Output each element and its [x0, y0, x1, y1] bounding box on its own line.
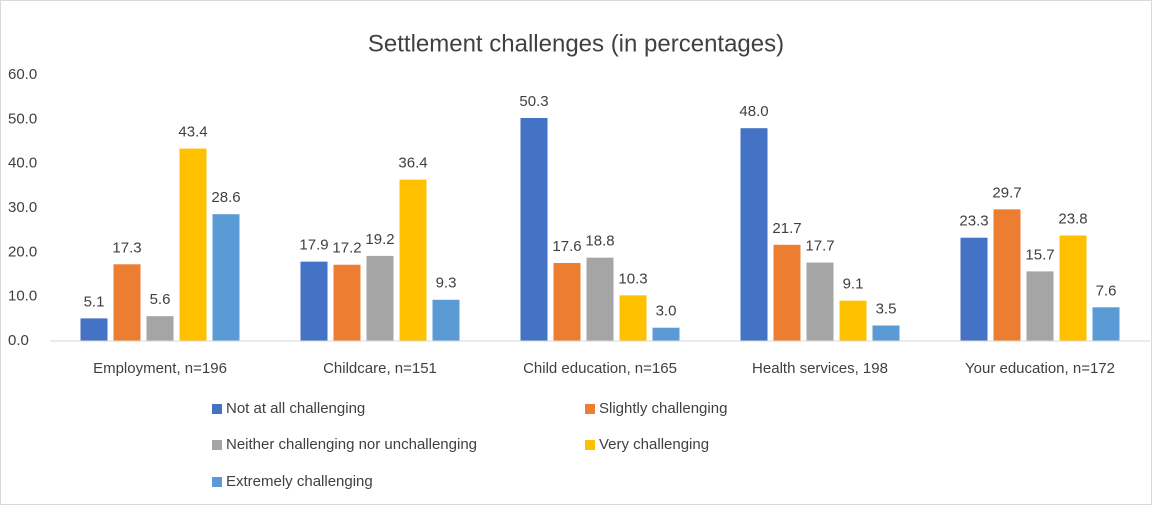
legend-swatch: [212, 404, 222, 414]
bar: [1092, 307, 1120, 341]
data-label: 29.7: [992, 184, 1021, 201]
bar: [146, 316, 174, 341]
data-label: 17.2: [332, 240, 361, 257]
bar: [333, 264, 361, 341]
data-label: 17.3: [112, 239, 141, 256]
bar: [553, 262, 581, 341]
data-label: 28.6: [211, 189, 240, 206]
bar: [839, 300, 867, 341]
bar: [80, 318, 108, 341]
data-label: 23.8: [1058, 210, 1087, 227]
legend-label: Slightly challenging: [599, 400, 727, 417]
bar: [993, 209, 1021, 341]
y-tick-label: 10.0: [8, 288, 37, 305]
data-label: 15.7: [1025, 246, 1054, 263]
data-label: 9.3: [436, 275, 457, 292]
data-label: 3.5: [876, 300, 897, 317]
y-tick-label: 40.0: [8, 155, 37, 172]
x-tick-label: Health services, 198: [752, 360, 888, 377]
bar: [520, 118, 548, 342]
legend-swatch: [212, 477, 222, 487]
x-tick-label: Employment, n=196: [93, 360, 227, 377]
bar: [619, 295, 647, 341]
data-label: 36.4: [398, 155, 427, 172]
bar: [806, 262, 834, 341]
bar: [113, 264, 141, 341]
bar: [773, 244, 801, 341]
x-tick-label: Child education, n=165: [523, 360, 677, 377]
data-label: 19.2: [365, 231, 394, 248]
legend-swatch: [585, 440, 595, 450]
bar: [872, 325, 900, 341]
bar: [1059, 235, 1087, 341]
data-label: 23.3: [959, 213, 988, 230]
legend-label: Very challenging: [599, 436, 709, 453]
legend-swatch: [212, 440, 222, 450]
y-tick-label: 30.0: [8, 199, 37, 216]
legend-swatch: [585, 404, 595, 414]
legend-label: Neither challenging nor unchallenging: [226, 436, 477, 453]
data-label: 5.1: [84, 293, 105, 310]
bar: [300, 261, 328, 341]
data-label: 17.6: [552, 238, 581, 255]
bar: [399, 179, 427, 341]
bar: [652, 327, 680, 341]
data-label: 18.8: [585, 233, 614, 250]
legend-label: Extremely challenging: [226, 473, 373, 490]
bar: [179, 148, 207, 341]
data-label: 48.0: [739, 103, 768, 120]
bar: [432, 299, 460, 341]
data-label: 50.3: [519, 93, 548, 110]
data-label: 17.9: [299, 237, 328, 254]
data-label: 43.4: [178, 124, 207, 141]
bar: [960, 237, 988, 341]
bar: [586, 257, 614, 341]
y-tick-label: 60.0: [8, 66, 37, 83]
data-label: 10.3: [618, 270, 647, 287]
data-label: 5.6: [150, 291, 171, 308]
chart-title: Settlement challenges (in percentages): [368, 30, 784, 57]
x-tick-label: Your education, n=172: [965, 360, 1115, 377]
y-tick-label: 50.0: [8, 110, 37, 127]
bar: [740, 128, 768, 341]
bar: [212, 214, 240, 341]
data-label: 3.0: [656, 303, 677, 320]
data-label: 17.7: [805, 237, 834, 254]
data-label: 9.1: [843, 276, 864, 293]
bar: [366, 255, 394, 341]
data-label: 7.6: [1096, 282, 1117, 299]
y-tick-label: 20.0: [8, 243, 37, 260]
legend-label: Not at all challenging: [226, 400, 365, 417]
x-tick-label: Childcare, n=151: [323, 360, 437, 377]
data-label: 21.7: [772, 220, 801, 237]
y-tick-label: 0.0: [8, 332, 29, 349]
bar: [1026, 271, 1054, 341]
